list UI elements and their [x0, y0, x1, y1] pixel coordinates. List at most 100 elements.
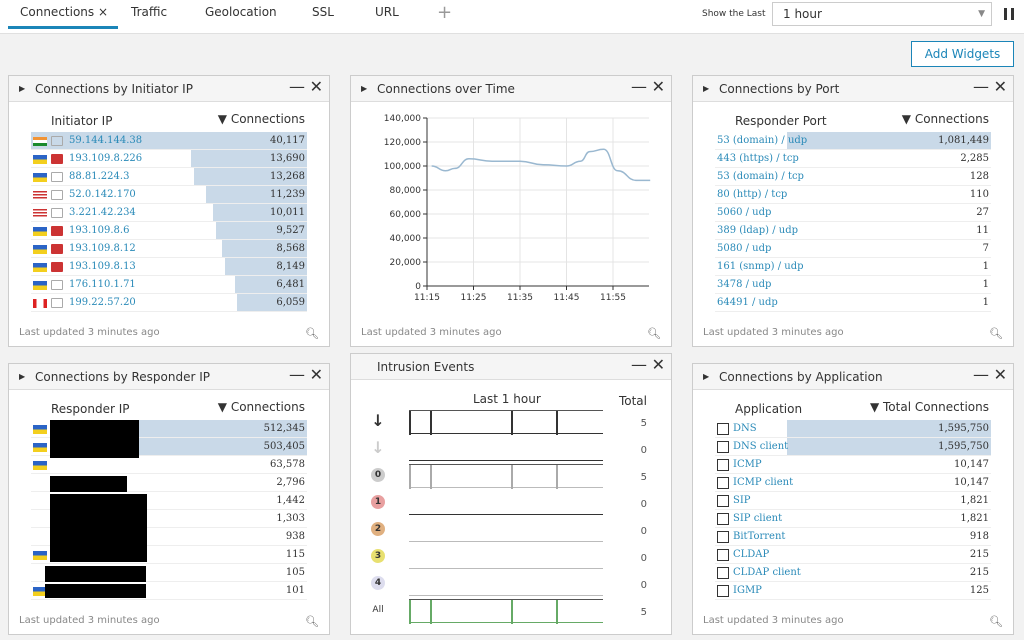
- close-icon[interactable]: ✕: [651, 355, 665, 374]
- table-row[interactable]: 199.22.57.20 6,059: [31, 294, 307, 312]
- search-icon[interactable]: 🔍︎: [305, 327, 319, 340]
- close-icon[interactable]: ✕: [309, 365, 323, 384]
- search-icon[interactable]: 🔍︎: [989, 327, 1003, 340]
- application-link[interactable]: IGMP: [733, 585, 762, 596]
- column-header-sorted[interactable]: ▼ Connections: [217, 112, 305, 126]
- close-tab-icon[interactable]: ×: [97, 5, 109, 19]
- ip-link[interactable]: 193.109.8.6: [69, 225, 130, 236]
- port-link[interactable]: 443 (https) / tcp: [717, 153, 799, 164]
- tab-traffic[interactable]: Traffic: [131, 5, 168, 19]
- minimize-icon[interactable]: —: [289, 77, 305, 96]
- minimize-icon[interactable]: —: [289, 365, 305, 384]
- ip-link[interactable]: 176.110.1.71: [69, 279, 136, 290]
- pause-icon[interactable]: [1004, 8, 1014, 20]
- close-icon[interactable]: ✕: [651, 77, 665, 96]
- collapse-triangle-icon[interactable]: ▶: [703, 372, 710, 381]
- search-icon[interactable]: 🔍︎: [305, 615, 319, 628]
- port-link[interactable]: 64491 / udp: [717, 297, 778, 308]
- table-row[interactable]: 3478 / udp 1: [715, 276, 991, 294]
- checkbox[interactable]: [717, 549, 729, 561]
- time-range-select[interactable]: 1 hour ▼: [772, 2, 992, 26]
- table-row[interactable]: 5060 / udp 27: [715, 204, 991, 222]
- table-row[interactable]: CLDAP client 215: [715, 564, 991, 582]
- table-row[interactable]: 64491 / udp 1: [715, 294, 991, 312]
- search-icon[interactable]: 🔍︎: [647, 327, 661, 340]
- table-row[interactable]: 80 (http) / tcp 110: [715, 186, 991, 204]
- column-header-sorted[interactable]: ▼ Total Connections: [869, 400, 989, 414]
- collapse-triangle-icon[interactable]: ▶: [361, 84, 368, 93]
- application-link[interactable]: ICMP client: [733, 477, 794, 488]
- collapse-triangle-icon[interactable]: ▶: [19, 372, 26, 381]
- add-tab-icon[interactable]: +: [437, 2, 453, 23]
- column-header-sorted[interactable]: ▼ Connections: [901, 112, 989, 126]
- checkbox[interactable]: [717, 423, 729, 435]
- table-row[interactable]: IGMP 125: [715, 582, 991, 600]
- checkbox[interactable]: [717, 459, 729, 471]
- minimize-icon[interactable]: —: [973, 365, 989, 384]
- table-row[interactable]: 101: [31, 582, 307, 600]
- table-row[interactable]: 53 (domain) / tcp 128: [715, 168, 991, 186]
- checkbox[interactable]: [717, 441, 729, 453]
- ip-link[interactable]: 52.0.142.170: [69, 189, 136, 200]
- minimize-icon[interactable]: —: [631, 77, 647, 96]
- application-link[interactable]: SIP: [733, 495, 751, 506]
- table-row[interactable]: 63,578: [31, 456, 307, 474]
- table-row[interactable]: 1,303: [31, 510, 307, 528]
- table-row[interactable]: DNS client 1,595,750: [715, 438, 991, 456]
- table-row[interactable]: SIP client 1,821: [715, 510, 991, 528]
- ip-link[interactable]: 199.22.57.20: [69, 297, 136, 308]
- checkbox[interactable]: [717, 567, 729, 579]
- add-widgets-button[interactable]: Add Widgets: [911, 41, 1014, 67]
- checkbox[interactable]: [717, 531, 729, 543]
- tab-ssl[interactable]: SSL: [312, 5, 334, 19]
- table-row[interactable]: 503,405: [31, 438, 307, 456]
- table-row[interactable]: ICMP client 10,147: [715, 474, 991, 492]
- table-row[interactable]: 59.144.144.38 40,117: [31, 132, 307, 150]
- table-row[interactable]: 193.109.8.6 9,527: [31, 222, 307, 240]
- table-row[interactable]: 88.81.224.3 13,268: [31, 168, 307, 186]
- port-link[interactable]: 53 (domain) / udp: [717, 135, 808, 146]
- close-icon[interactable]: ✕: [993, 365, 1007, 384]
- table-row[interactable]: 193.109.8.12 8,568: [31, 240, 307, 258]
- collapse-triangle-icon[interactable]: ▶: [703, 84, 710, 93]
- table-row[interactable]: 193.109.8.13 8,149: [31, 258, 307, 276]
- application-link[interactable]: ICMP: [733, 459, 762, 470]
- table-row[interactable]: 512,345: [31, 420, 307, 438]
- tab-connections[interactable]: Connections ×: [8, 5, 119, 29]
- table-row[interactable]: 5080 / udp 7: [715, 240, 991, 258]
- collapse-triangle-icon[interactable]: ▶: [19, 84, 26, 93]
- application-link[interactable]: DNS client: [733, 441, 789, 452]
- table-row[interactable]: ICMP 10,147: [715, 456, 991, 474]
- close-icon[interactable]: ✕: [993, 77, 1007, 96]
- port-link[interactable]: 161 (snmp) / udp: [717, 261, 804, 272]
- table-row[interactable]: 176.110.1.71 6,481: [31, 276, 307, 294]
- table-row[interactable]: 2,796: [31, 474, 307, 492]
- tab-geolocation[interactable]: Geolocation: [205, 5, 277, 19]
- table-row[interactable]: 938: [31, 528, 307, 546]
- application-link[interactable]: BitTorrent: [733, 531, 786, 542]
- table-row[interactable]: 193.109.8.226 13,690: [31, 150, 307, 168]
- checkbox[interactable]: [717, 495, 729, 507]
- ip-link[interactable]: 193.109.8.12: [69, 243, 136, 254]
- table-row[interactable]: 115: [31, 546, 307, 564]
- close-icon[interactable]: ✕: [309, 77, 323, 96]
- table-row[interactable]: 389 (ldap) / udp 11: [715, 222, 991, 240]
- table-row[interactable]: 105: [31, 564, 307, 582]
- table-row[interactable]: DNS 1,595,750: [715, 420, 991, 438]
- table-row[interactable]: 161 (snmp) / udp 1: [715, 258, 991, 276]
- table-row[interactable]: CLDAP 215: [715, 546, 991, 564]
- port-link[interactable]: 389 (ldap) / udp: [717, 225, 799, 236]
- minimize-icon[interactable]: —: [631, 355, 647, 374]
- table-row[interactable]: BitTorrent 918: [715, 528, 991, 546]
- table-row[interactable]: SIP 1,821: [715, 492, 991, 510]
- port-link[interactable]: 5060 / udp: [717, 207, 772, 218]
- ip-link[interactable]: 3.221.42.234: [69, 207, 136, 218]
- port-link[interactable]: 5080 / udp: [717, 243, 772, 254]
- port-link[interactable]: 80 (http) / tcp: [717, 189, 788, 200]
- search-icon[interactable]: 🔍︎: [989, 615, 1003, 628]
- minimize-icon[interactable]: —: [973, 77, 989, 96]
- table-row[interactable]: 3.221.42.234 10,011: [31, 204, 307, 222]
- tab-url[interactable]: URL: [375, 5, 399, 19]
- table-row[interactable]: 52.0.142.170 11,239: [31, 186, 307, 204]
- checkbox[interactable]: [717, 513, 729, 525]
